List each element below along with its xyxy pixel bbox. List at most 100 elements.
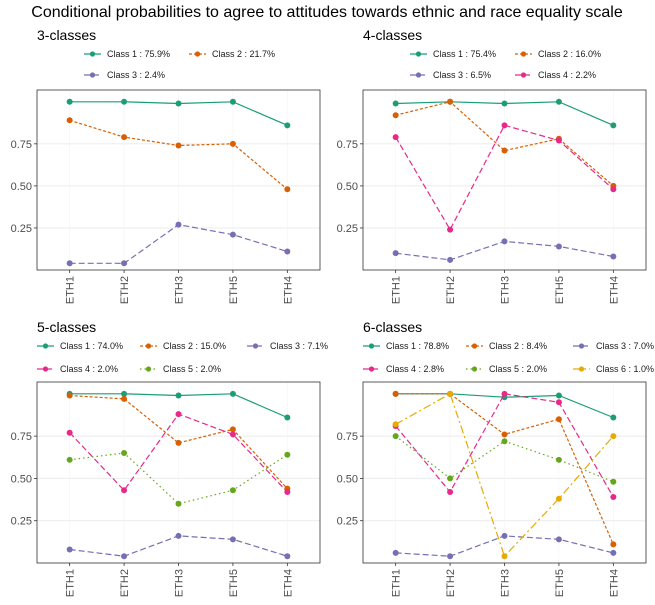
- data-point: [121, 450, 128, 457]
- legend-label: Class 4 : 2.0%: [60, 364, 118, 374]
- data-point: [392, 390, 399, 397]
- data-point: [66, 117, 73, 124]
- x-tick-label: ETH3: [500, 569, 512, 597]
- data-point: [175, 411, 182, 418]
- x-tick-label: ETH4: [282, 569, 294, 597]
- data-point: [121, 134, 128, 141]
- data-point: [610, 122, 617, 129]
- x-tick-label: ETH5: [228, 276, 240, 304]
- x-tick-label: ETH4: [608, 569, 620, 597]
- panel-title: 5-classes: [37, 319, 96, 335]
- data-point: [175, 100, 182, 107]
- legend-point-swatch: [578, 343, 585, 349]
- legend-item: Class 2 : 8.4%: [466, 341, 547, 351]
- legend-label: Class 2 : 15.0%: [163, 341, 226, 351]
- series-line: [69, 394, 288, 490]
- legend-item: Class 1 : 75.9%: [84, 49, 170, 59]
- data-point: [555, 536, 562, 543]
- legend-item: Class 1 : 75.4%: [410, 49, 496, 59]
- legend-label: Class 2 : 8.4%: [489, 341, 547, 351]
- data-point: [284, 488, 291, 495]
- data-point: [392, 100, 399, 107]
- y-tick-label: 0.25: [11, 223, 32, 235]
- legend-point-swatch: [578, 366, 585, 372]
- data-point: [610, 478, 617, 485]
- data-point: [501, 553, 508, 560]
- legend-point-swatch: [252, 343, 259, 349]
- legend-item: Class 2 : 16.0%: [515, 49, 601, 59]
- data-point: [501, 100, 508, 107]
- data-point: [501, 438, 508, 445]
- x-tick-label: ETH1: [65, 276, 77, 304]
- data-point: [447, 553, 454, 560]
- data-point: [175, 392, 182, 399]
- data-point: [555, 399, 562, 406]
- legend-label: Class 3 : 6.5%: [433, 70, 491, 80]
- series-line: [395, 392, 614, 558]
- data-point: [175, 500, 182, 507]
- x-tick-label: ETH2: [119, 276, 131, 304]
- x-tick-label: ETH5: [554, 569, 566, 597]
- legend-item: Class 4 : 2.0%: [37, 364, 118, 374]
- y-tick-label: 0.25: [337, 516, 358, 528]
- data-point: [555, 392, 562, 399]
- data-point: [610, 494, 617, 501]
- y-tick-label: 0.75: [11, 431, 32, 443]
- data-point: [66, 429, 73, 436]
- data-point: [66, 456, 73, 463]
- data-point: [284, 553, 291, 560]
- legend-label: Class 1 : 74.0%: [60, 341, 123, 351]
- legend-label: Class 1 : 75.4%: [433, 49, 496, 59]
- data-point: [121, 395, 128, 402]
- legend-label: Class 4 : 2.8%: [386, 364, 444, 374]
- legend-item: Class 1 : 74.0%: [37, 341, 123, 351]
- legend-label: Class 2 : 16.0%: [538, 49, 601, 59]
- y-tick-label: 0.25: [337, 223, 358, 235]
- chart-panel-4: 6-classes Class 1 : 78.8% Class 2 : 8.4% Cl…: [337, 319, 654, 597]
- data-point: [610, 253, 617, 260]
- x-tick-label: ETH5: [228, 569, 240, 597]
- data-point: [610, 186, 617, 193]
- data-point: [555, 137, 562, 144]
- legend-point-swatch: [471, 366, 478, 372]
- data-point: [121, 553, 128, 560]
- y-tick-label: 0.25: [11, 516, 32, 528]
- legend-point-swatch: [89, 51, 96, 57]
- legend-label: Class 6 : 1.0%: [596, 364, 654, 374]
- legend-point-swatch: [145, 343, 152, 349]
- data-point: [501, 122, 508, 129]
- data-point: [66, 98, 73, 105]
- data-point: [501, 431, 508, 438]
- legend-item: Class 4 : 2.8%: [363, 364, 444, 374]
- legend-item: Class 6 : 1.0%: [573, 364, 654, 374]
- data-point: [447, 390, 454, 397]
- legend-item: Class 2 : 15.0%: [140, 341, 226, 351]
- legend-label: Class 1 : 75.9%: [107, 49, 170, 59]
- data-point: [555, 495, 562, 502]
- legend-point-swatch: [368, 343, 375, 349]
- data-point: [229, 231, 236, 238]
- data-point: [447, 256, 454, 263]
- x-tick-label: ETH2: [445, 276, 457, 304]
- y-tick-label: 0.50: [11, 473, 32, 485]
- legend-label: Class 4 : 2.2%: [538, 70, 596, 80]
- data-point: [610, 541, 617, 548]
- data-point: [610, 433, 617, 440]
- x-tick-label: ETH5: [554, 276, 566, 304]
- legend-point-swatch: [471, 343, 478, 349]
- data-point: [121, 260, 128, 267]
- data-point: [610, 549, 617, 556]
- data-point: [392, 250, 399, 257]
- x-tick-label: ETH1: [391, 276, 403, 304]
- legend-item: Class 5 : 2.0%: [140, 364, 221, 374]
- chart-panel-1: 3-classes Class 1 : 75.9% Class 2 : 21.7% C…: [11, 27, 321, 304]
- legend-label: Class 5 : 2.0%: [163, 364, 221, 374]
- data-point: [555, 243, 562, 250]
- y-tick-label: 0.50: [337, 181, 358, 193]
- legend-point-swatch: [415, 72, 422, 78]
- legend-point-swatch: [520, 72, 527, 78]
- data-point: [284, 186, 291, 193]
- legend-point-swatch: [89, 72, 96, 78]
- data-point: [392, 134, 399, 141]
- panel-title: 6-classes: [363, 319, 422, 335]
